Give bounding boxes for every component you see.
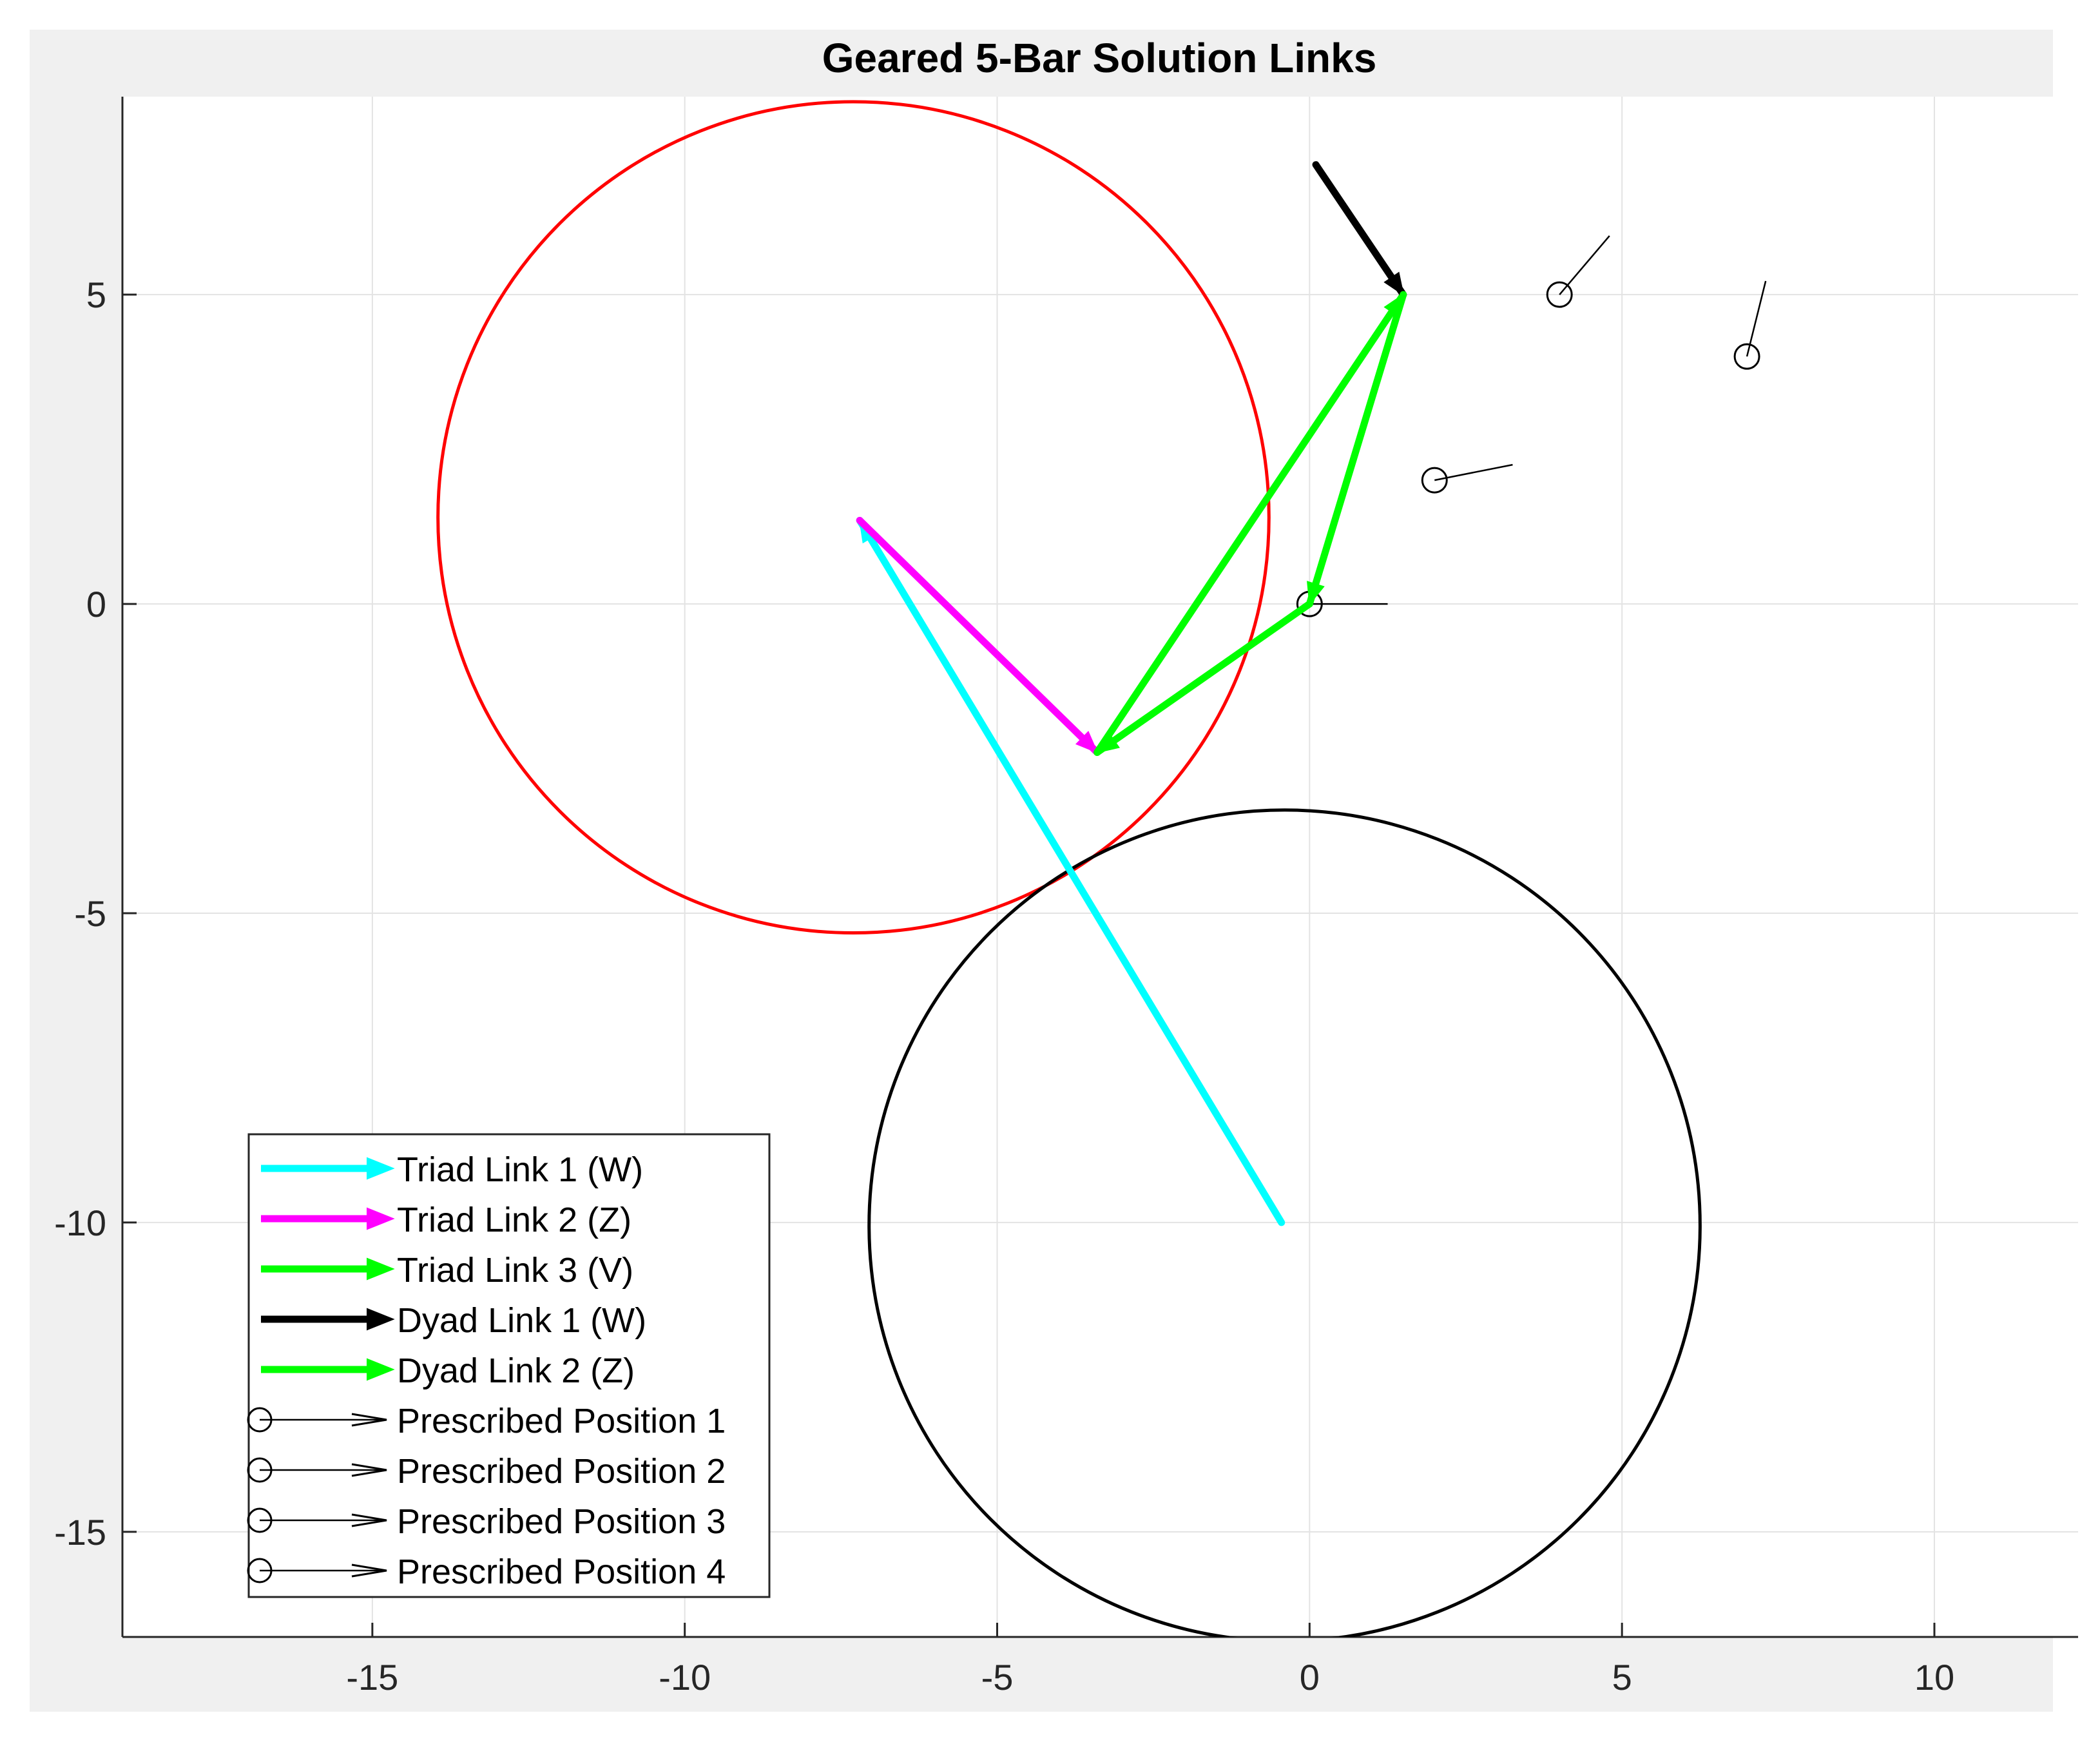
legend-label: Prescribed Position 1 [397, 1402, 726, 1440]
link-line [1305, 291, 1407, 608]
legend-label: Triad Link 1 (W) [397, 1150, 643, 1189]
x-tick-label: -15 [346, 1657, 398, 1698]
prescribed-position-marker [1546, 281, 1573, 308]
legend-arrow-head [367, 1308, 395, 1331]
link-arrowhead [1095, 732, 1120, 753]
legend-arrow-head [367, 1157, 395, 1180]
circle-curve [867, 808, 1702, 1637]
link-arrowhead [1383, 271, 1405, 296]
legend-arrow-head [367, 1358, 395, 1381]
y-tick-label: 0 [86, 584, 106, 624]
link-arrowhead [1075, 731, 1099, 754]
x-tick-label: -10 [659, 1657, 711, 1698]
legend-label: Dyad Link 2 (Z) [397, 1351, 635, 1390]
link-arrowhead [1307, 581, 1325, 606]
legend-label: Prescribed Position 3 [397, 1502, 726, 1541]
prescribed-position-marker [1421, 467, 1448, 494]
legend-label: Prescribed Position 2 [397, 1452, 726, 1491]
x-tick-label: 0 [1300, 1657, 1320, 1698]
axis-lines [121, 97, 2078, 1638]
legend-label: Triad Link 2 (Z) [397, 1201, 631, 1239]
y-tick-label: 5 [86, 275, 106, 315]
prescribed-position-vector [1434, 463, 1513, 481]
y-tick-label: -5 [74, 893, 106, 934]
legend: Triad Link 1 (W) Triad Link 2 (Z) Triad Li… [247, 1133, 771, 1598]
legend-arrow-head [367, 1207, 395, 1230]
link-line [1312, 161, 1407, 298]
legend-label: Dyad Link 1 (W) [397, 1301, 646, 1340]
link-line [856, 516, 1286, 1226]
legend-position-head [351, 1513, 387, 1527]
link-line [856, 516, 1101, 756]
chart-title: Geared 5-Bar Solution Links [822, 35, 1377, 81]
legend-position-marker [247, 1558, 273, 1583]
legend-arrow-head [367, 1257, 395, 1281]
legend-position-head [351, 1463, 387, 1477]
legend-label: Triad Link 3 (V) [397, 1251, 633, 1290]
chart-marks [436, 100, 1767, 1637]
legend-label: Prescribed Position 4 [397, 1553, 726, 1591]
legend-position-head [351, 1563, 387, 1578]
x-tick-label: -5 [981, 1657, 1014, 1698]
legend-position-head [351, 1413, 387, 1427]
legend-position-marker [247, 1457, 273, 1483]
y-tick-label: -15 [54, 1512, 106, 1553]
legend-position-marker [247, 1507, 273, 1533]
link-line [1093, 600, 1313, 756]
circle-curve [436, 100, 1271, 935]
legend-position-marker [247, 1407, 273, 1433]
y-tick-label: -10 [54, 1203, 106, 1243]
tick-labels: -15 -10 -5 0 5 10 5 0 -5 -10 -15 [54, 275, 1954, 1698]
link-line [1093, 291, 1407, 756]
x-tick-label: 10 [1914, 1657, 1954, 1698]
prescribed-position-marker [1733, 343, 1760, 370]
x-tick-label: 5 [1612, 1657, 1632, 1698]
